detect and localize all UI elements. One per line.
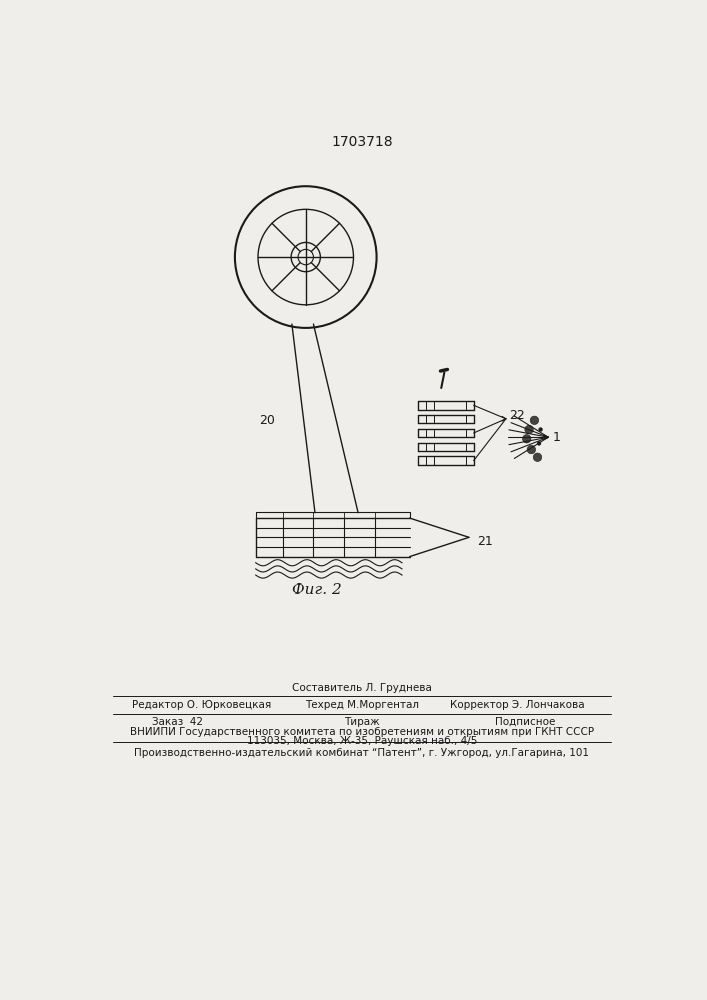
- Text: 20: 20: [259, 414, 275, 427]
- Text: Составитель Л. Груднева: Составитель Л. Груднева: [292, 683, 432, 693]
- Circle shape: [522, 435, 531, 443]
- Text: Фиг. 2: Фиг. 2: [293, 583, 342, 597]
- Text: Корректор Э. Лончакова: Корректор Э. Лончакова: [450, 700, 585, 710]
- Circle shape: [525, 425, 533, 434]
- Text: Техред М.Моргентал: Техред М.Моргентал: [305, 700, 419, 710]
- Text: 21: 21: [477, 535, 493, 548]
- Text: 22: 22: [509, 409, 525, 422]
- Circle shape: [530, 416, 539, 425]
- Text: ВНИИПИ Государственного комитета по изобретениям и открытиям при ГКНТ СССР: ВНИИПИ Государственного комитета по изоб…: [130, 727, 594, 737]
- Circle shape: [539, 428, 542, 431]
- Text: Редактор О. Юрковецкая: Редактор О. Юрковецкая: [132, 700, 271, 710]
- Circle shape: [527, 445, 536, 454]
- Text: Производственно-издательский комбинат “Патент”, г. Ужгород, ул.Гагарина, 101: Производственно-издательский комбинат “П…: [134, 748, 590, 758]
- Text: Подписное: Подписное: [495, 717, 556, 727]
- Circle shape: [537, 441, 541, 445]
- Text: 1703718: 1703718: [331, 135, 393, 149]
- Circle shape: [533, 453, 542, 461]
- Text: Тираж: Тираж: [344, 717, 380, 727]
- Text: Заказ  42: Заказ 42: [152, 717, 203, 727]
- Text: 1: 1: [553, 431, 561, 444]
- Text: 113035, Москва, Ж-35, Раушская наб., 4/5: 113035, Москва, Ж-35, Раушская наб., 4/5: [247, 736, 477, 746]
